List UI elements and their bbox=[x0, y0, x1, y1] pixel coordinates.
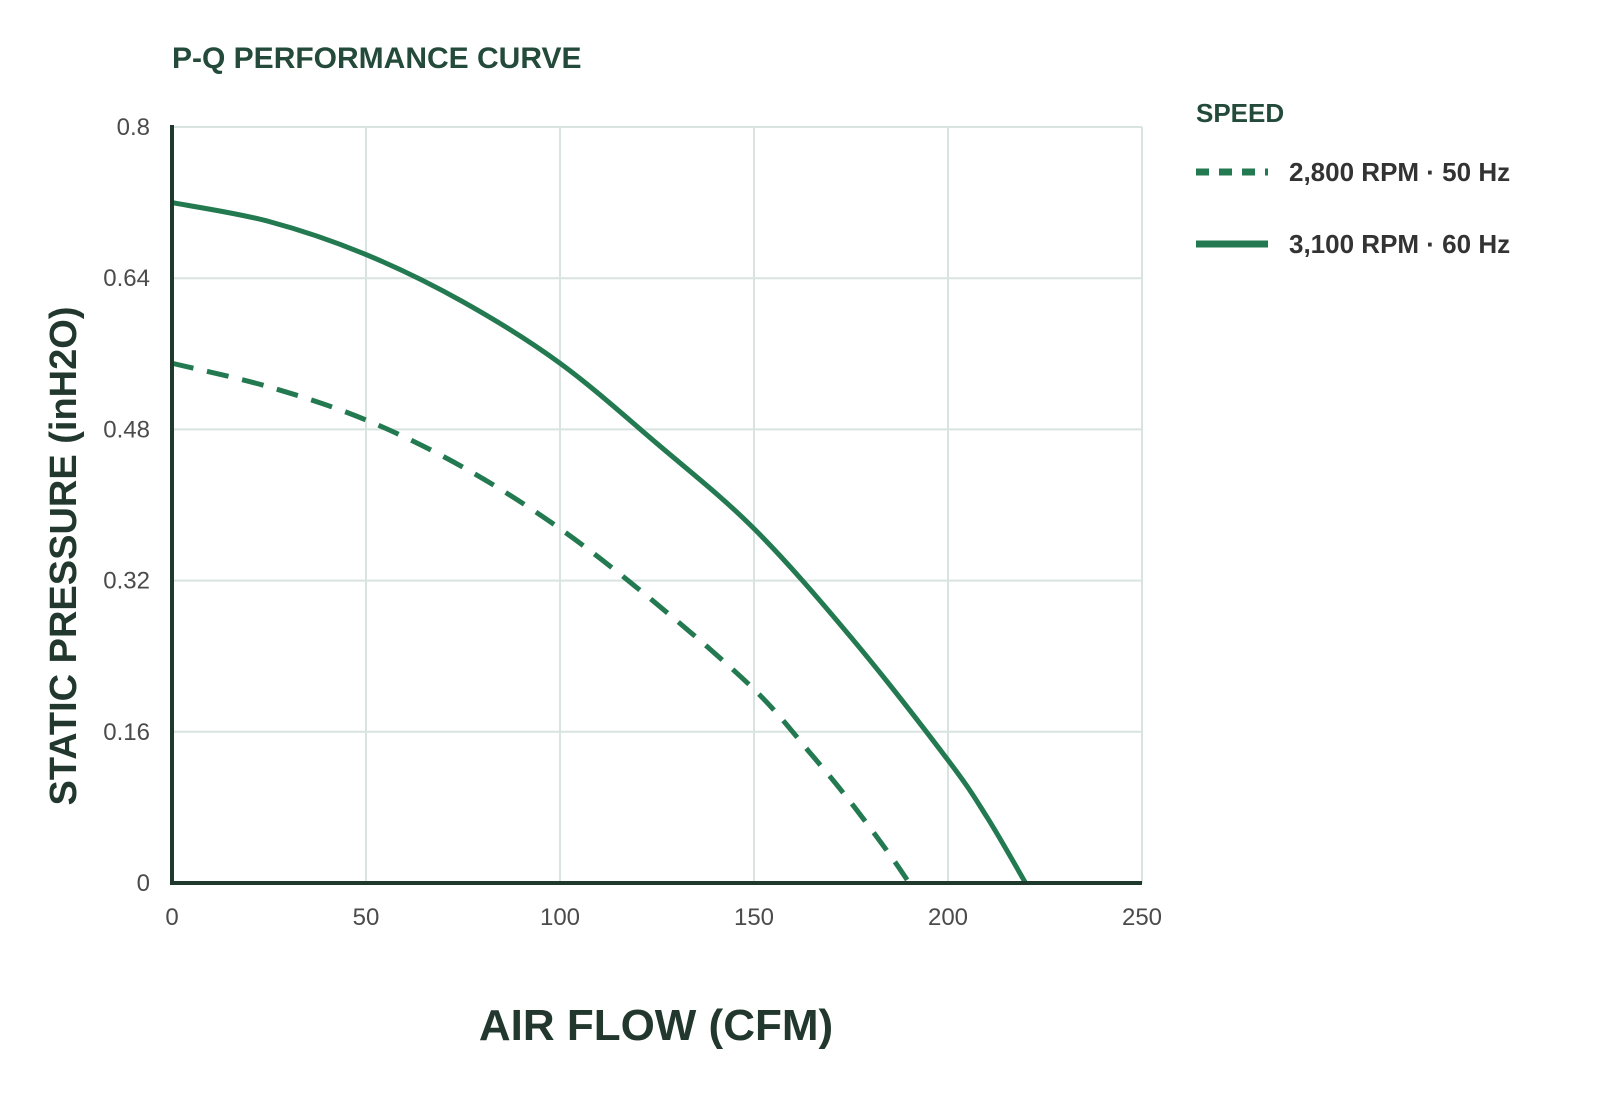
y-tick-label: 0.32 bbox=[103, 568, 150, 595]
tick-labels: 0 50 100 150 200 250 0 0.16 0.32 0.48 0.64 0.8 bbox=[103, 114, 1162, 931]
legend: SPEED 2,800 RPM · 50 Hz 3,100 RPM · 60 Hz bbox=[1196, 98, 1510, 259]
gridlines bbox=[172, 126, 1143, 883]
x-tick-label: 50 bbox=[353, 904, 380, 931]
x-tick-label: 0 bbox=[165, 904, 178, 931]
series-lines bbox=[171, 200, 1028, 885]
chart-title: P-Q PERFORMANCE CURVE bbox=[172, 42, 581, 75]
x-tick-label: 100 bbox=[540, 904, 580, 931]
axes bbox=[170, 125, 1142, 885]
y-tick-label: 0.64 bbox=[103, 265, 150, 292]
x-tick-label: 150 bbox=[734, 904, 774, 931]
legend-label-2: 3,100 RPM · 60 Hz bbox=[1289, 229, 1510, 259]
y-tick-label: 0.48 bbox=[103, 416, 150, 443]
legend-title: SPEED bbox=[1196, 98, 1284, 128]
legend-items: 2,800 RPM · 50 Hz 3,100 RPM · 60 Hz bbox=[1196, 157, 1510, 259]
x-tick-label: 250 bbox=[1122, 904, 1162, 931]
legend-label-1: 2,800 RPM · 50 Hz bbox=[1289, 157, 1510, 187]
series-line-2 bbox=[171, 200, 1028, 885]
x-axis-title: AIR FLOW (CFM) bbox=[479, 1001, 833, 1050]
y-tick-label: 0.8 bbox=[117, 114, 150, 141]
y-tick-label: 0 bbox=[137, 870, 150, 897]
y-axis-title: STATIC PRESSURE (inH2O) bbox=[43, 307, 85, 806]
y-tick-label: 0.16 bbox=[103, 719, 150, 746]
x-tick-label: 200 bbox=[928, 904, 968, 931]
series-line-1 bbox=[171, 360, 912, 885]
